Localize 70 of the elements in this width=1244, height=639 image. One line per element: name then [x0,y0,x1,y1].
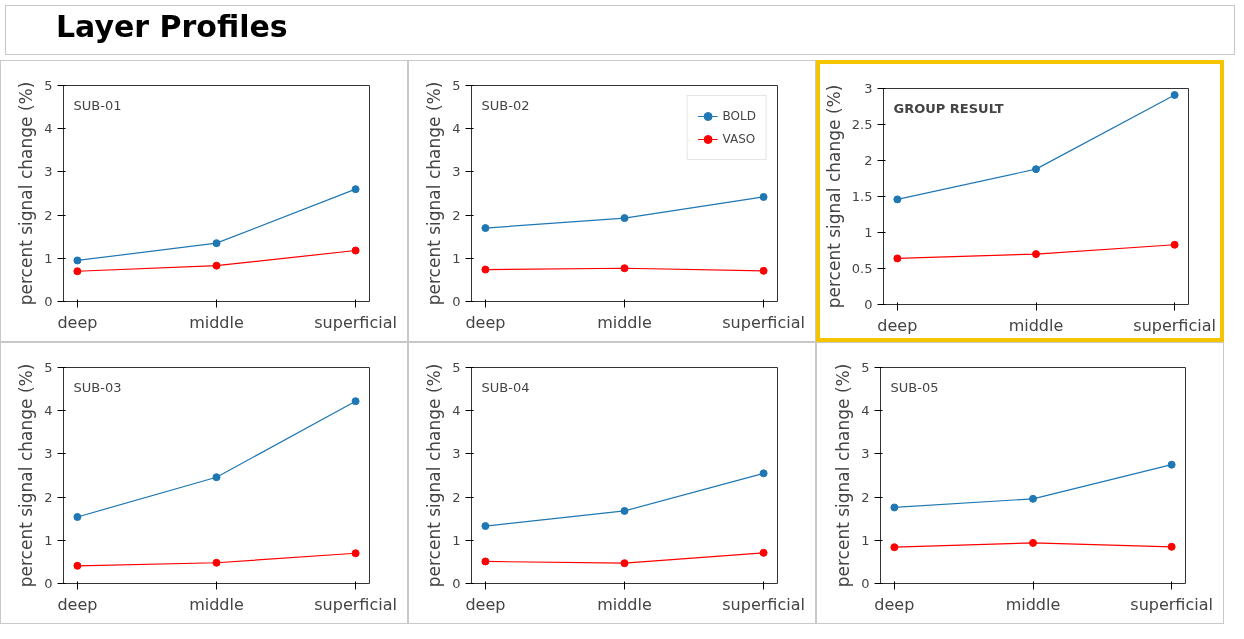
y-tick-label: 5 [452,360,461,375]
x-tick-label: deep [877,315,918,335]
y-tick-label: 4 [44,403,53,419]
y-tick-label: 0 [452,576,461,591]
y-tick-label: 1 [861,532,870,548]
legend-label: VASO [722,132,756,146]
x-tick-label: middle [1008,315,1064,335]
y-tick-label: 1 [44,250,53,266]
y-tick-label: 0.5 [851,261,873,276]
y-tick-label: 3 [44,446,53,462]
x-tick-label: deep [465,594,506,614]
legend-label: BOLD [722,109,756,123]
y-tick-label: 4 [452,121,461,137]
x-tick-label: superficial [722,594,805,614]
x-tick-label: superficial [314,312,397,332]
y-tick-label: 1 [452,250,461,266]
y-tick-label: 5 [452,78,461,93]
x-tick-label: middle [189,312,244,332]
x-tick-label: superficial [1133,315,1216,335]
y-tick-label: 3 [452,164,461,180]
y-axis-title: percent signal change (%) [823,84,844,309]
y-axis-title: percent signal change (%) [16,363,37,588]
y-tick-label: 0 [44,294,53,309]
x-tick-label: superficial [314,594,397,614]
y-tick-label: 2 [452,489,461,505]
x-tick-label: middle [597,594,652,614]
text: SUB-01 [73,97,122,113]
y-axis-title: percent signal change (%) [16,81,37,306]
x-tick-label: middle [597,312,652,332]
text: SUB-03 [73,379,122,395]
y-tick-label: 4 [44,121,53,137]
y-tick-label: 4 [861,403,870,419]
y-tick-label: 5 [44,360,53,375]
y-axis-title: percent signal change (%) [833,363,854,588]
y-tick-label: 5 [861,360,870,375]
y-tick-label: 1 [864,225,873,240]
y-tick-label: 1 [44,532,53,548]
y-tick-label: 3 [864,81,873,96]
y-tick-label: 2.5 [851,117,873,132]
y-tick-label: 2 [452,207,461,223]
text: GROUP RESULT [893,100,1004,116]
y-tick-label: 2 [864,153,873,168]
y-tick-label: 2 [861,489,870,505]
y-tick-label: 0 [44,576,53,591]
x-tick-label: middle [1005,594,1061,614]
y-tick-label: 5 [44,78,53,93]
x-tick-label: middle [189,594,244,614]
y-axis-title: percent signal change (%) [424,363,445,588]
y-tick-label: 1.5 [851,189,873,204]
text: Layer Profiles [56,8,288,46]
x-tick-label: deep [57,594,98,614]
x-tick-label: deep [874,594,915,614]
y-tick-label: 3 [861,446,870,462]
x-tick-label: superficial [722,312,805,332]
text: SUB-05 [890,379,939,395]
x-tick-label: deep [57,312,98,332]
y-tick-label: 0 [864,297,873,312]
x-tick-label: superficial [1130,594,1213,614]
x-tick-label: deep [465,312,506,332]
y-tick-label: 1 [452,532,461,548]
y-tick-label: 0 [452,294,461,309]
y-tick-label: 3 [44,164,53,180]
y-tick-label: 2 [44,207,53,223]
y-tick-label: 3 [452,446,461,462]
text: SUB-04 [481,379,530,395]
y-tick-label: 0 [861,576,870,591]
y-tick-label: 2 [44,489,53,505]
y-tick-label: 4 [452,403,461,419]
text: SUB-02 [481,97,530,113]
y-axis-title: percent signal change (%) [424,81,445,306]
